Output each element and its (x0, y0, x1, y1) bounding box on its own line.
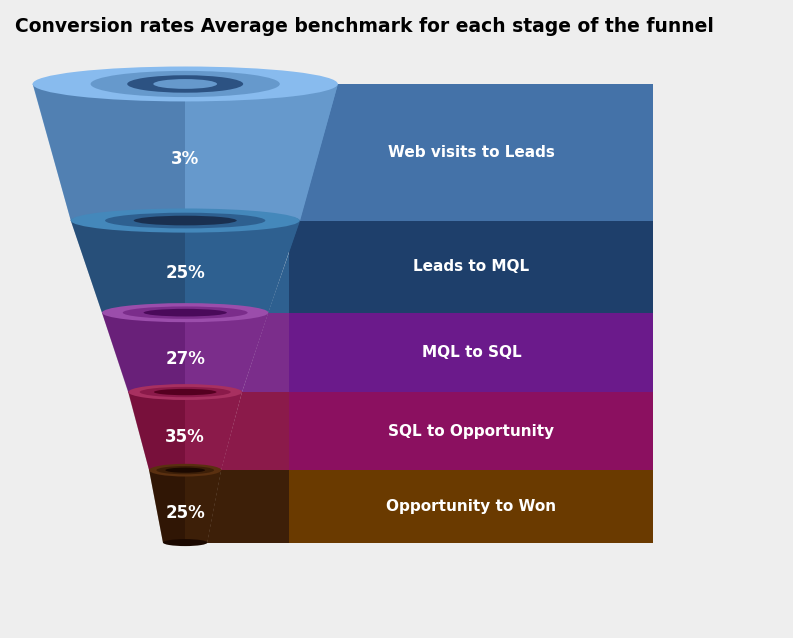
FancyBboxPatch shape (289, 221, 653, 313)
Ellipse shape (149, 464, 221, 477)
Polygon shape (128, 392, 242, 470)
Ellipse shape (127, 75, 243, 93)
Text: 25%: 25% (165, 264, 205, 282)
Polygon shape (33, 84, 338, 221)
Ellipse shape (90, 71, 280, 97)
Ellipse shape (149, 466, 221, 475)
Polygon shape (102, 313, 269, 392)
Ellipse shape (140, 387, 231, 397)
Polygon shape (149, 470, 221, 542)
Text: Conversion rates Average benchmark for each stage of the funnel: Conversion rates Average benchmark for e… (15, 17, 714, 36)
Ellipse shape (163, 539, 208, 546)
FancyBboxPatch shape (289, 392, 653, 470)
Text: MQL to SQL: MQL to SQL (422, 345, 521, 360)
Text: SQL to Opportunity: SQL to Opportunity (389, 424, 554, 438)
Ellipse shape (71, 211, 300, 230)
Polygon shape (102, 313, 186, 392)
Text: Leads to MQL: Leads to MQL (413, 259, 530, 274)
Polygon shape (128, 392, 186, 470)
Ellipse shape (33, 66, 338, 101)
Text: 25%: 25% (165, 504, 205, 522)
Ellipse shape (102, 306, 269, 319)
Ellipse shape (128, 384, 242, 400)
Polygon shape (221, 392, 289, 470)
Ellipse shape (166, 468, 205, 473)
Text: 35%: 35% (165, 429, 205, 447)
Polygon shape (33, 84, 186, 221)
Ellipse shape (153, 79, 217, 89)
FancyBboxPatch shape (289, 84, 653, 221)
Ellipse shape (156, 466, 214, 474)
FancyBboxPatch shape (289, 470, 653, 542)
Polygon shape (149, 470, 186, 542)
Ellipse shape (71, 209, 300, 233)
Ellipse shape (102, 303, 269, 322)
Ellipse shape (134, 216, 236, 225)
Text: 27%: 27% (165, 350, 205, 367)
Text: 3%: 3% (171, 149, 199, 168)
Polygon shape (71, 221, 300, 313)
Polygon shape (242, 313, 289, 392)
Polygon shape (269, 221, 300, 313)
Ellipse shape (154, 389, 216, 395)
Ellipse shape (144, 309, 227, 316)
Text: Web visits to Leads: Web visits to Leads (388, 145, 555, 160)
Text: Opportunity to Won: Opportunity to Won (386, 499, 557, 514)
Ellipse shape (105, 212, 266, 228)
Ellipse shape (123, 306, 247, 319)
FancyBboxPatch shape (289, 313, 653, 392)
Polygon shape (208, 470, 289, 542)
Polygon shape (289, 84, 338, 221)
Polygon shape (71, 221, 186, 313)
Ellipse shape (128, 387, 242, 397)
